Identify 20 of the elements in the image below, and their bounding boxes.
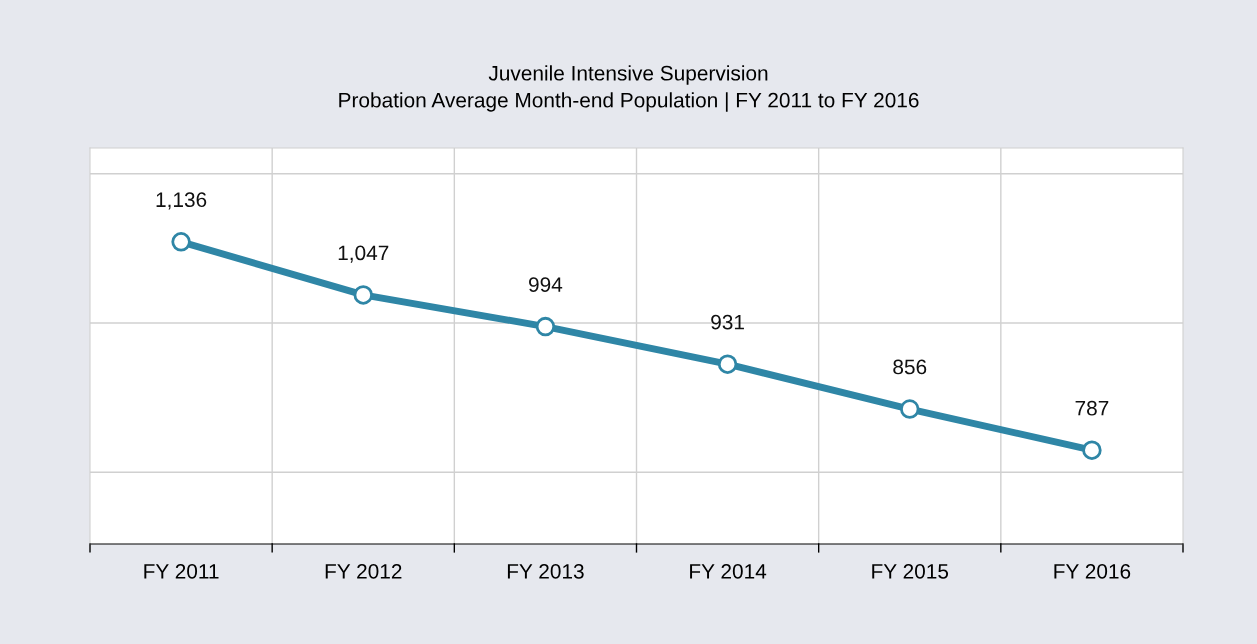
- point: [353, 285, 373, 305]
- data-label: 1,136: [156, 192, 207, 210]
- point: [717, 354, 738, 374]
- data-label: 931: [711, 314, 744, 330]
- chart-subtitle: Probation Average Month-end Population | FY 2011 to FY 2016: [339, 92, 919, 112]
- point: [171, 232, 191, 252]
- point: [1082, 440, 1102, 460]
- point: [900, 399, 920, 419]
- x-tick-label: FY 2015: [872, 563, 949, 579]
- chart-title: Juvenile Intensive Supervision: [488, 65, 768, 85]
- x-tick-label: FY 2014: [690, 563, 767, 579]
- x-tick-label: FY 2011: [144, 563, 219, 579]
- data-label: 787: [1075, 400, 1109, 416]
- x-tick-label: FY 2012: [325, 563, 402, 579]
- data-label: 994: [529, 277, 563, 292]
- data-label: 856: [893, 359, 927, 375]
- point: [535, 316, 556, 337]
- x-tick-label: FY 2016: [1054, 563, 1131, 579]
- x-tick-label: FY 2013: [507, 563, 584, 579]
- data-label: 1,047: [338, 245, 389, 263]
